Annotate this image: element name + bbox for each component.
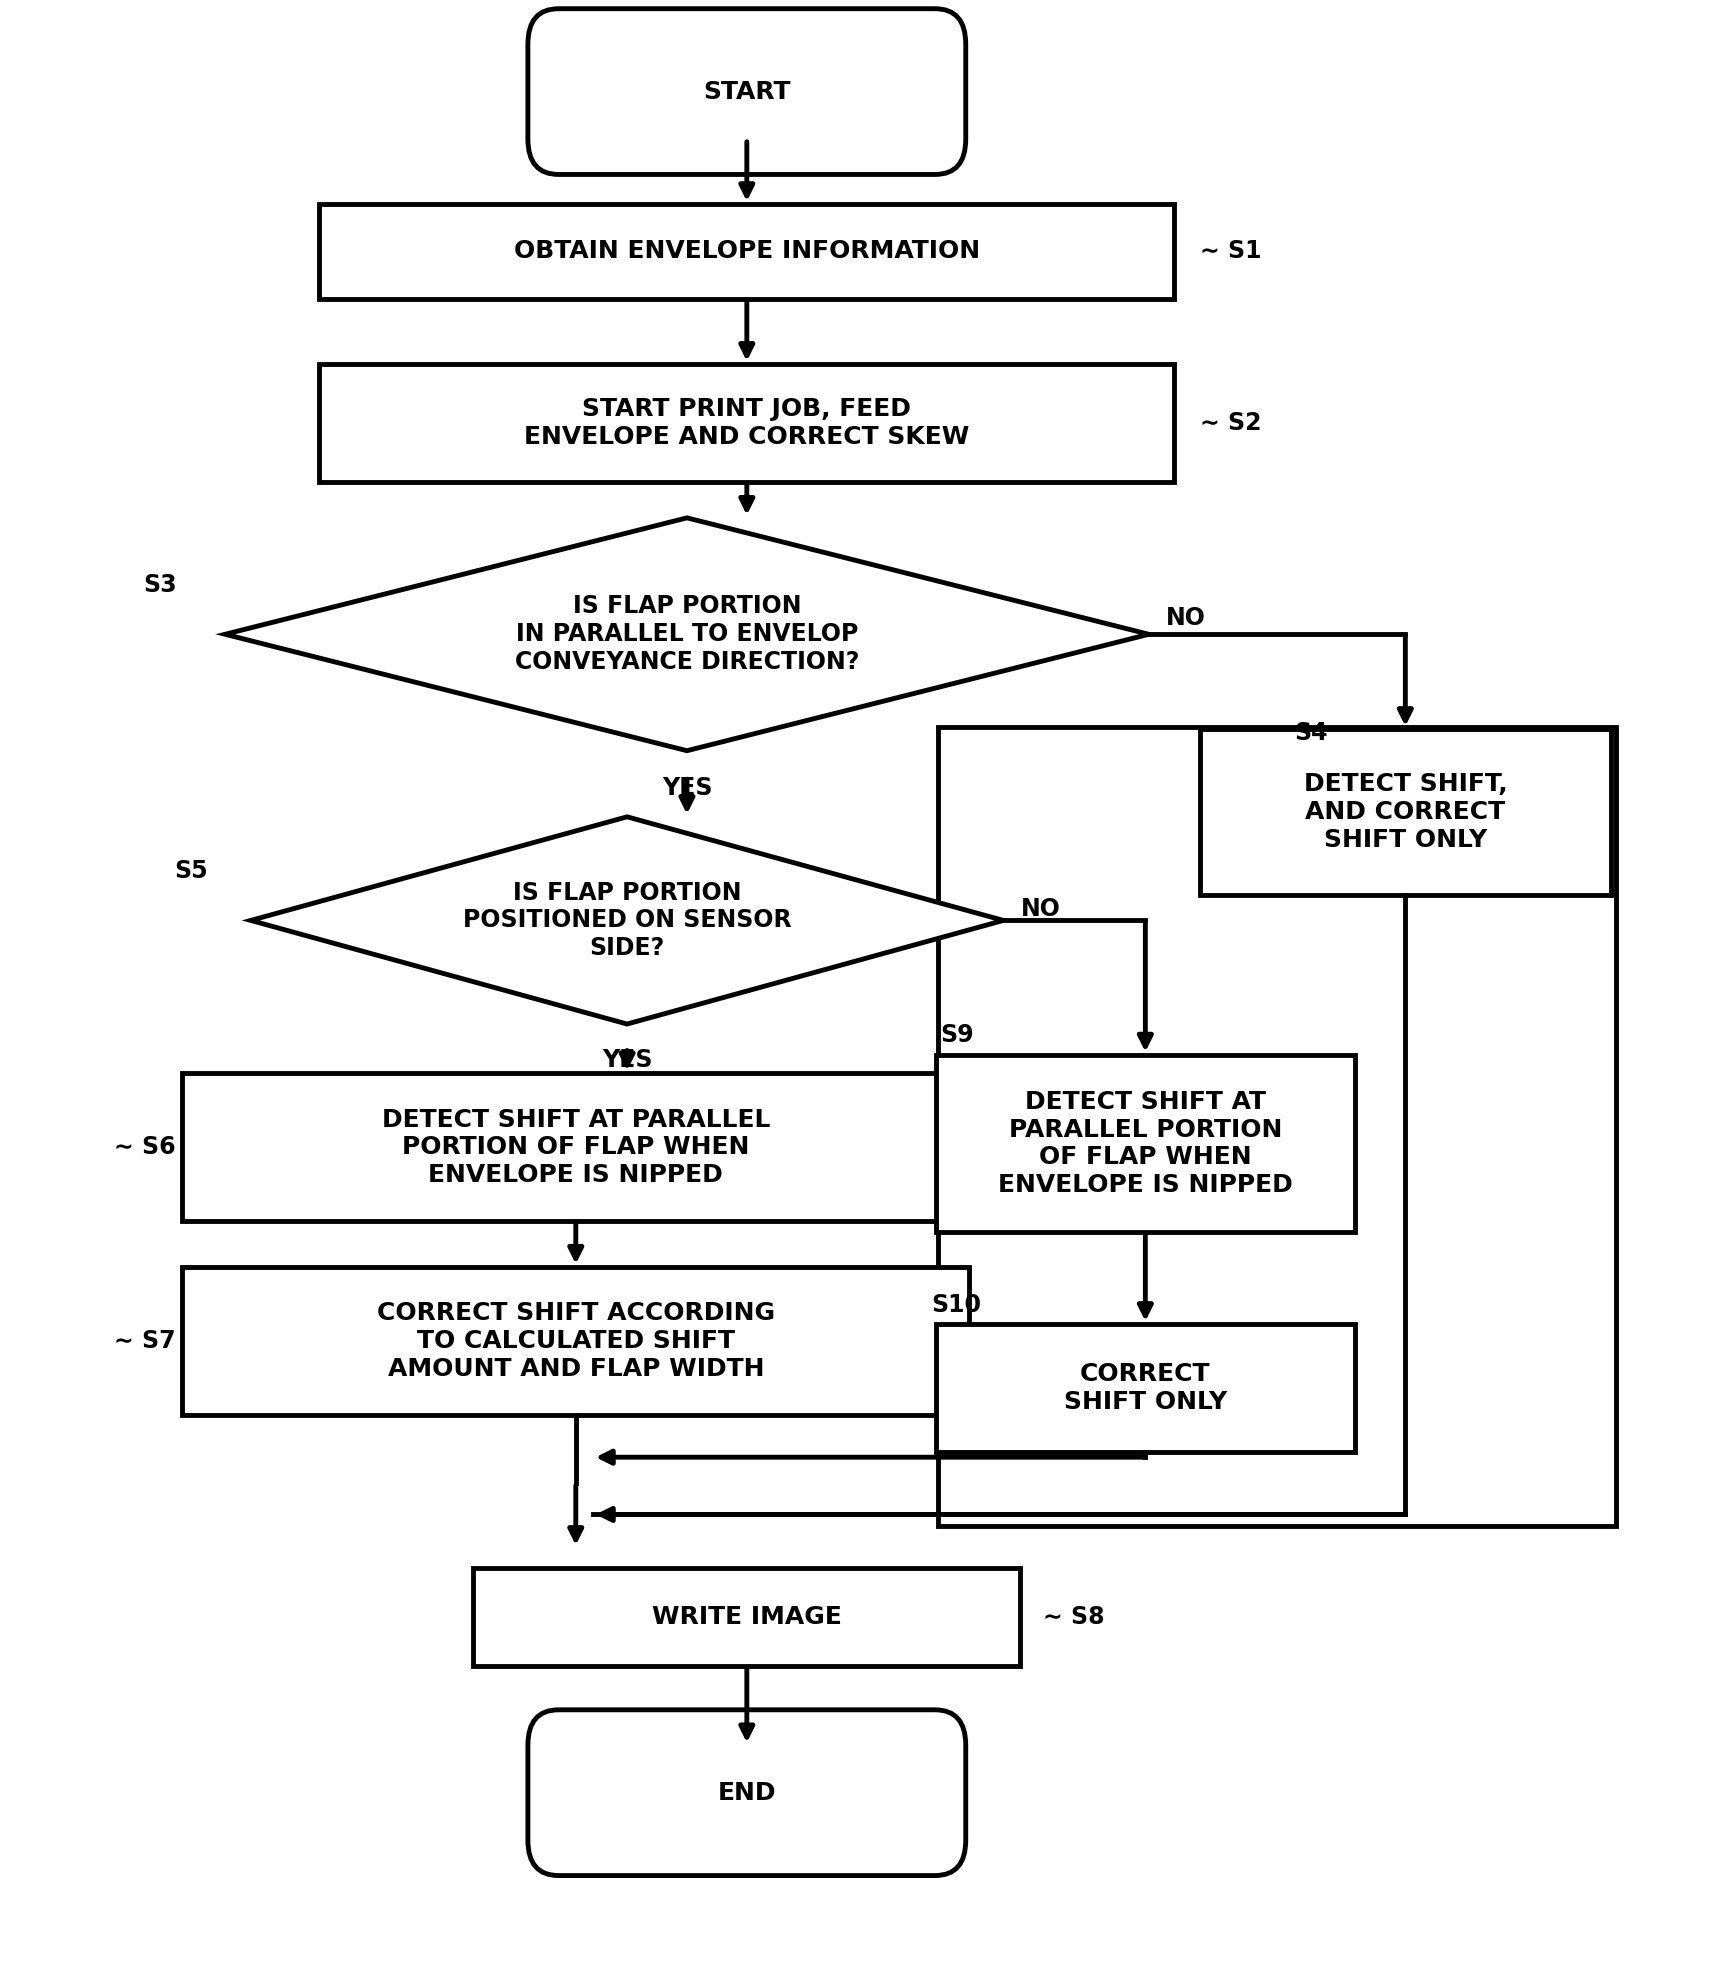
FancyBboxPatch shape	[529, 1710, 966, 1876]
Text: ∼ S6: ∼ S6	[113, 1136, 175, 1160]
Text: ∼ S7: ∼ S7	[113, 1328, 175, 1354]
Bar	[935, 1055, 1356, 1233]
Polygon shape	[225, 518, 1148, 750]
Bar	[939, 726, 1616, 1526]
Bar	[319, 204, 1174, 299]
Text: NO: NO	[1021, 896, 1060, 920]
Bar	[319, 364, 1174, 483]
Text: START PRINT JOB, FEED
ENVELOPE AND CORRECT SKEW: START PRINT JOB, FEED ENVELOPE AND CORRE…	[523, 398, 970, 449]
Bar	[474, 1567, 1021, 1666]
FancyBboxPatch shape	[529, 8, 966, 174]
Text: S3: S3	[142, 574, 177, 598]
Text: IS FLAP PORTION
POSITIONED ON SENSOR
SIDE?: IS FLAP PORTION POSITIONED ON SENSOR SID…	[463, 881, 791, 960]
Text: S5: S5	[173, 859, 208, 883]
Text: DETECT SHIFT,
AND CORRECT
SHIFT ONLY: DETECT SHIFT, AND CORRECT SHIFT ONLY	[1304, 772, 1507, 851]
Text: NO: NO	[1165, 606, 1206, 631]
Text: CORRECT
SHIFT ONLY: CORRECT SHIFT ONLY	[1064, 1362, 1227, 1415]
Bar	[182, 1267, 970, 1415]
Text: CORRECT SHIFT ACCORDING
TO CALCULATED SHIFT
AMOUNT AND FLAP WIDTH: CORRECT SHIFT ACCORDING TO CALCULATED SH…	[378, 1300, 776, 1381]
Text: S9: S9	[940, 1023, 973, 1047]
Text: IS FLAP PORTION
IN PARALLEL TO ENVELOP
CONVEYANCE DIRECTION?: IS FLAP PORTION IN PARALLEL TO ENVELOP C…	[515, 594, 860, 675]
Text: OBTAIN ENVELOPE INFORMATION: OBTAIN ENVELOPE INFORMATION	[513, 239, 980, 263]
Text: END: END	[717, 1781, 776, 1805]
Text: DETECT SHIFT AT
PARALLEL PORTION
OF FLAP WHEN
ENVELOPE IS NIPPED: DETECT SHIFT AT PARALLEL PORTION OF FLAP…	[999, 1090, 1292, 1197]
Text: S10: S10	[932, 1292, 982, 1318]
Text: YES: YES	[662, 776, 712, 800]
Text: WRITE IMAGE: WRITE IMAGE	[652, 1605, 843, 1629]
Bar	[935, 1324, 1356, 1453]
Text: S4: S4	[1294, 720, 1328, 744]
Text: DETECT SHIFT AT PARALLEL
PORTION OF FLAP WHEN
ENVELOPE IS NIPPED: DETECT SHIFT AT PARALLEL PORTION OF FLAP…	[381, 1108, 770, 1187]
Text: YES: YES	[602, 1047, 652, 1073]
Text: ∼ S2: ∼ S2	[1199, 412, 1261, 435]
Polygon shape	[251, 817, 1004, 1023]
Text: ∼ S1: ∼ S1	[1199, 239, 1261, 263]
Bar	[182, 1073, 970, 1221]
Text: ∼ S8: ∼ S8	[1043, 1605, 1105, 1629]
Text: START: START	[704, 79, 791, 103]
Bar	[1199, 728, 1611, 895]
